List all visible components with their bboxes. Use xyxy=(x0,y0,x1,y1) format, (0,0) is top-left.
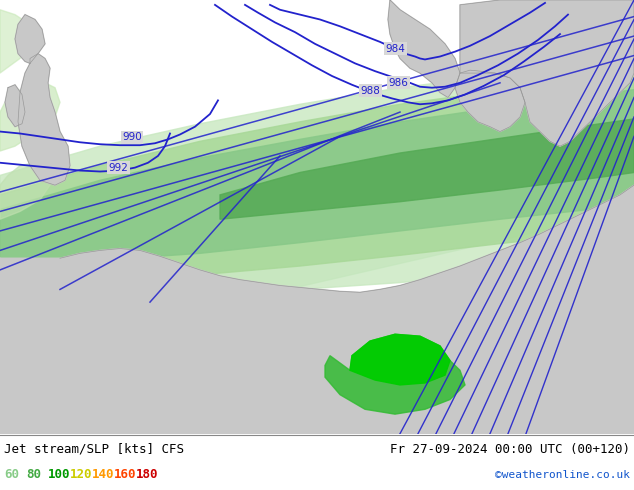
Polygon shape xyxy=(0,73,634,297)
Text: 180: 180 xyxy=(136,468,158,481)
Text: 160: 160 xyxy=(114,468,136,481)
Text: 100: 100 xyxy=(48,468,70,481)
Text: 990: 990 xyxy=(122,132,142,143)
Polygon shape xyxy=(220,119,634,219)
Text: 60: 60 xyxy=(4,468,19,481)
Polygon shape xyxy=(5,85,25,127)
Polygon shape xyxy=(0,58,634,299)
Polygon shape xyxy=(350,334,450,385)
Polygon shape xyxy=(0,10,35,73)
Polygon shape xyxy=(460,0,634,146)
Polygon shape xyxy=(0,258,18,434)
Text: 992: 992 xyxy=(108,163,128,172)
Text: Fr 27-09-2024 00:00 UTC (00+120): Fr 27-09-2024 00:00 UTC (00+120) xyxy=(390,442,630,456)
Polygon shape xyxy=(0,83,60,151)
Text: 988: 988 xyxy=(360,86,380,96)
Text: 984: 984 xyxy=(385,44,405,54)
Polygon shape xyxy=(0,185,634,434)
Text: Jet stream/SLP [kts] CFS: Jet stream/SLP [kts] CFS xyxy=(4,442,184,456)
Text: 120: 120 xyxy=(70,468,93,481)
Text: 986: 986 xyxy=(388,78,408,88)
Text: ©weatheronline.co.uk: ©weatheronline.co.uk xyxy=(495,469,630,480)
Polygon shape xyxy=(18,53,70,185)
Polygon shape xyxy=(0,90,634,266)
Text: 80: 80 xyxy=(26,468,41,481)
Polygon shape xyxy=(388,0,460,98)
Polygon shape xyxy=(0,73,634,283)
Polygon shape xyxy=(15,15,45,63)
Polygon shape xyxy=(0,83,634,356)
Polygon shape xyxy=(325,334,465,414)
Text: 140: 140 xyxy=(92,468,115,481)
Polygon shape xyxy=(0,163,50,219)
Polygon shape xyxy=(455,70,525,131)
